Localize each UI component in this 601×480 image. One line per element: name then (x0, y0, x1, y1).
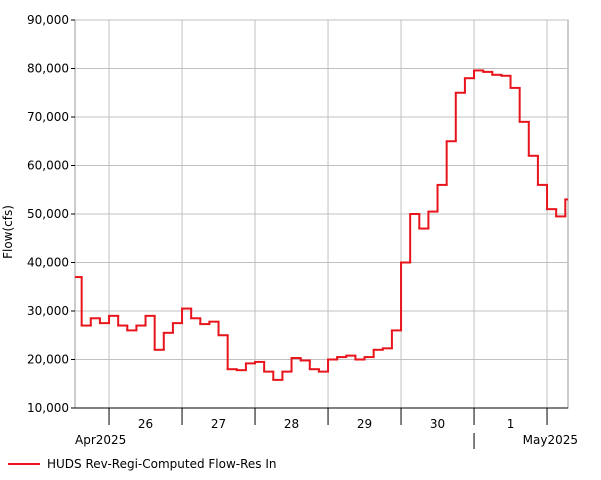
y-axis-label: Flow(cfs) (1, 205, 15, 259)
y-tick-label: 90,000 (27, 13, 69, 27)
y-tick-label: 50,000 (27, 207, 69, 221)
legend-label: HUDS Rev-Regi-Computed Flow-Res In (47, 457, 277, 471)
series-group (75, 69, 568, 381)
x-tick-label: 28 (284, 417, 299, 431)
y-tick-label: 80,000 (27, 62, 69, 76)
y-tick-label: 60,000 (27, 159, 69, 173)
x-tick-label: 29 (357, 417, 372, 431)
x-tick-label: 30 (430, 417, 445, 431)
x-group-label: Apr2025 (75, 433, 126, 447)
x-tick-label: 1 (507, 417, 515, 431)
y-tick-label: 30,000 (27, 304, 69, 318)
x-tick-label: 26 (138, 417, 153, 431)
y-tick-label: 40,000 (27, 256, 69, 270)
x-group-label: May2025 (523, 433, 578, 447)
y-tick-label: 70,000 (27, 110, 69, 124)
y-tick-label: 10,000 (27, 401, 69, 415)
y-tick-label: 20,000 (27, 353, 69, 367)
x-tick-label: 27 (211, 417, 226, 431)
